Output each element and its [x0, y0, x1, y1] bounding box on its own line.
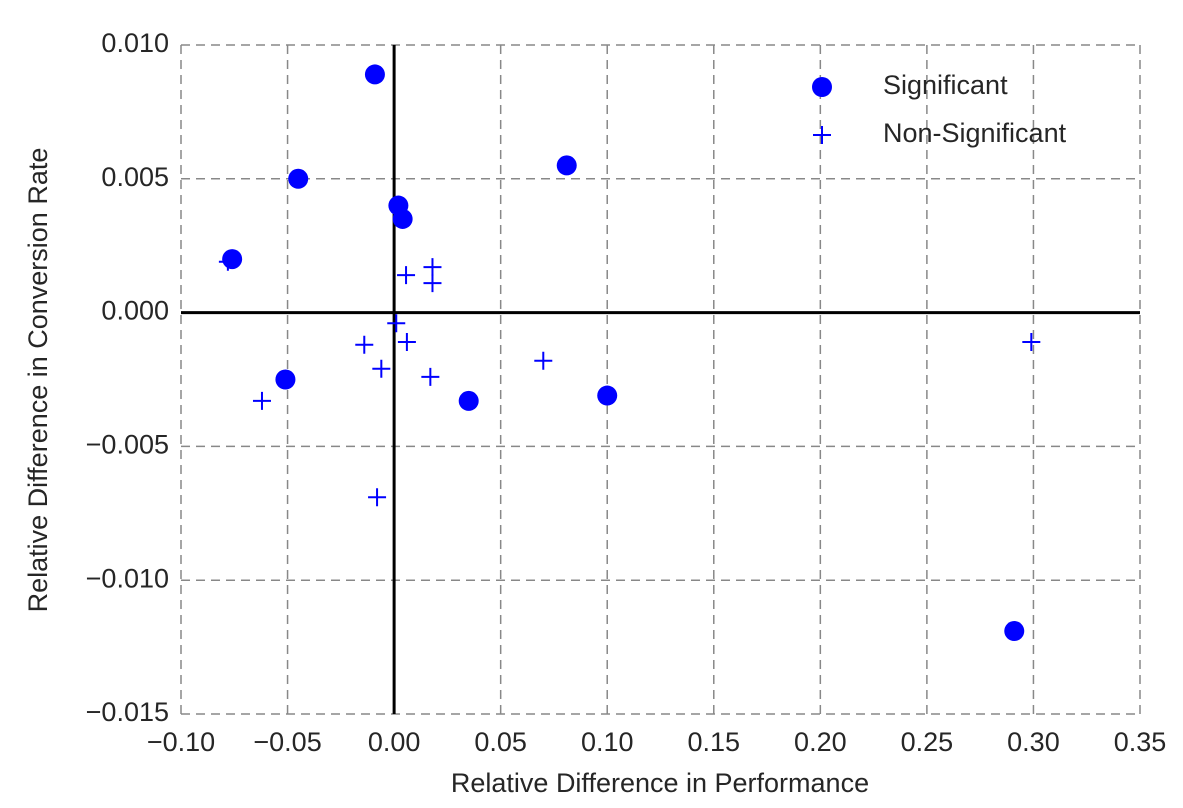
x-tick-label: 0.05 [474, 727, 527, 757]
circle-marker [275, 369, 296, 390]
plus-marker [534, 351, 553, 370]
y-tick-label: 0.000 [101, 296, 169, 326]
plus-marker [252, 391, 271, 410]
circle-marker [364, 64, 385, 85]
plus-marker [372, 359, 391, 378]
x-tick-label: 0.00 [368, 727, 421, 757]
circle-marker [1004, 621, 1025, 642]
legend-marker [813, 126, 831, 144]
plus-marker [423, 274, 442, 293]
y-tick-label: 0.010 [101, 28, 169, 58]
x-tick-label: 0.25 [901, 727, 954, 757]
y-tick-label: −0.015 [86, 697, 169, 727]
y-axis-title: Relative Difference in Conversion Rate [23, 148, 53, 613]
x-tick-label: 0.20 [794, 727, 847, 757]
x-tick-label: 0.10 [581, 727, 634, 757]
y-tick-label: −0.005 [86, 430, 169, 460]
plus-marker [355, 335, 374, 354]
legend-marker [812, 77, 832, 97]
circle-marker [556, 155, 577, 176]
plus-marker [397, 333, 416, 352]
circle-marker [392, 208, 413, 229]
plus-marker [368, 488, 387, 507]
plus-marker [421, 367, 440, 386]
plus-marker [423, 258, 442, 277]
x-tick-label: 0.30 [1007, 727, 1060, 757]
x-axis-title: Relative Difference in Performance [451, 768, 869, 798]
circle-marker [458, 390, 479, 411]
y-tick-label: 0.005 [101, 162, 169, 192]
legend-label: Non-Significant [883, 118, 1067, 148]
y-tick-label: −0.010 [86, 563, 169, 593]
plus-marker [1022, 333, 1041, 352]
plus-marker [387, 314, 406, 333]
circle-marker [288, 168, 309, 189]
x-tick-label: 0.35 [1114, 727, 1167, 757]
x-tick-label: −0.05 [253, 727, 321, 757]
plus-marker [397, 266, 416, 285]
x-tick-label: −0.10 [147, 727, 215, 757]
legend-label: Significant [883, 70, 1008, 100]
circle-marker [222, 249, 243, 270]
x-tick-label: 0.15 [687, 727, 740, 757]
circle-marker [597, 385, 618, 406]
plus-marker [218, 252, 237, 271]
